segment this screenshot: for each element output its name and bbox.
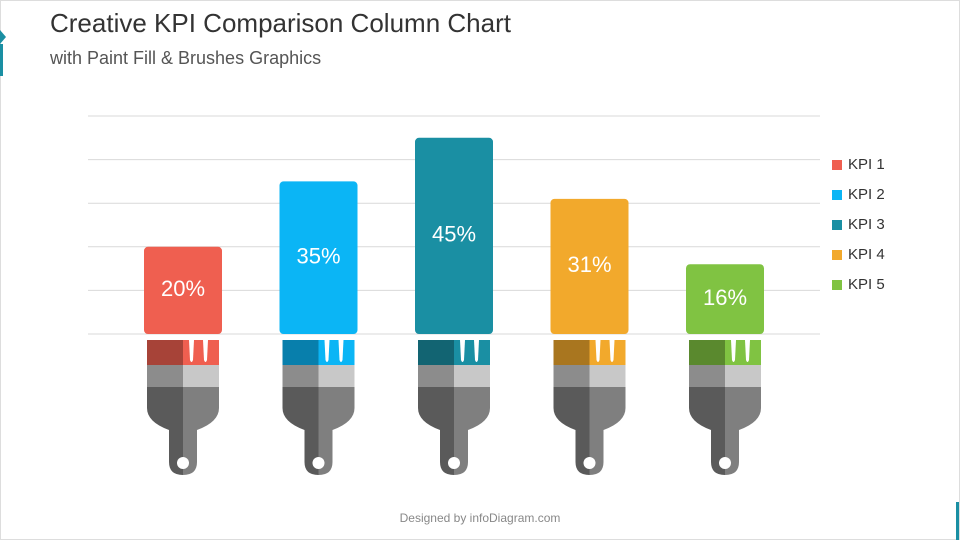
legend-label: KPI 1 xyxy=(848,156,885,173)
brush-handle xyxy=(183,387,219,475)
bar xyxy=(415,137,493,334)
brush-band xyxy=(454,365,490,387)
brush-ferrule xyxy=(418,340,454,365)
brush-hole xyxy=(177,457,189,469)
value-label: 20% xyxy=(161,276,205,301)
legend-label: KPI 3 xyxy=(848,216,885,233)
paint-drip xyxy=(609,340,615,362)
brush-handle xyxy=(454,387,490,475)
accent-arrow xyxy=(0,30,6,44)
value-label: 16% xyxy=(703,285,747,310)
legend-swatch xyxy=(832,160,842,170)
brush-handle xyxy=(589,387,626,475)
paint-drip xyxy=(474,340,479,362)
brush-ferrule xyxy=(553,340,590,365)
chart-subtitle: with Paint Fill & Brushes Graphics xyxy=(49,48,321,68)
paint-drip xyxy=(189,340,194,362)
brush-hole xyxy=(583,457,596,469)
brush-band xyxy=(725,365,761,387)
value-label: 45% xyxy=(432,222,476,247)
legend-swatch xyxy=(832,250,842,260)
bar xyxy=(550,198,629,334)
value-label: 31% xyxy=(567,252,611,277)
brush-band xyxy=(589,365,626,387)
legend-swatch xyxy=(832,190,842,200)
paint-drip xyxy=(324,340,330,362)
brush-ferrule xyxy=(589,340,626,365)
brush-ferrule xyxy=(183,340,219,365)
brush-handle xyxy=(282,387,319,475)
brush-ferrule xyxy=(318,340,355,365)
paint-drip xyxy=(203,340,208,362)
brush-band xyxy=(418,365,454,387)
brush-band xyxy=(183,365,219,387)
legend-swatch xyxy=(832,280,842,290)
brush-hole xyxy=(448,457,460,469)
chart-title: Creative KPI Comparison Column Chart xyxy=(50,8,512,38)
legend-label: KPI 4 xyxy=(848,246,885,263)
paint-drip xyxy=(595,340,601,362)
brush-band xyxy=(282,365,319,387)
brush-handle xyxy=(689,387,725,475)
brush-band xyxy=(147,365,183,387)
brush-ferrule xyxy=(147,340,183,365)
footer: Designed by infoDiagram.com xyxy=(400,511,561,525)
brush-hole xyxy=(719,457,731,469)
brush-handle xyxy=(147,387,183,475)
bar xyxy=(144,246,222,334)
legend-label: KPI 2 xyxy=(848,186,885,203)
paint-drip xyxy=(731,340,736,362)
brush-band xyxy=(318,365,355,387)
accent-bar xyxy=(0,44,3,76)
brush-ferrule xyxy=(689,340,725,365)
brush-ferrule xyxy=(725,340,761,365)
brush-handle xyxy=(725,387,761,475)
brush-band xyxy=(553,365,590,387)
brush-handle xyxy=(418,387,454,475)
paint-drip xyxy=(460,340,465,362)
legend-label: KPI 5 xyxy=(848,276,885,293)
paint-drip xyxy=(338,340,344,362)
brush-ferrule xyxy=(282,340,319,365)
value-label: 35% xyxy=(296,244,340,269)
bar xyxy=(279,181,358,334)
brush-handle xyxy=(318,387,355,475)
brush-ferrule xyxy=(454,340,490,365)
brush-band xyxy=(689,365,725,387)
accent-corner xyxy=(956,502,959,540)
brush-handle xyxy=(553,387,590,475)
bar xyxy=(686,264,764,334)
brush-hole xyxy=(312,457,325,469)
paint-drip xyxy=(745,340,750,362)
legend-swatch xyxy=(832,220,842,230)
